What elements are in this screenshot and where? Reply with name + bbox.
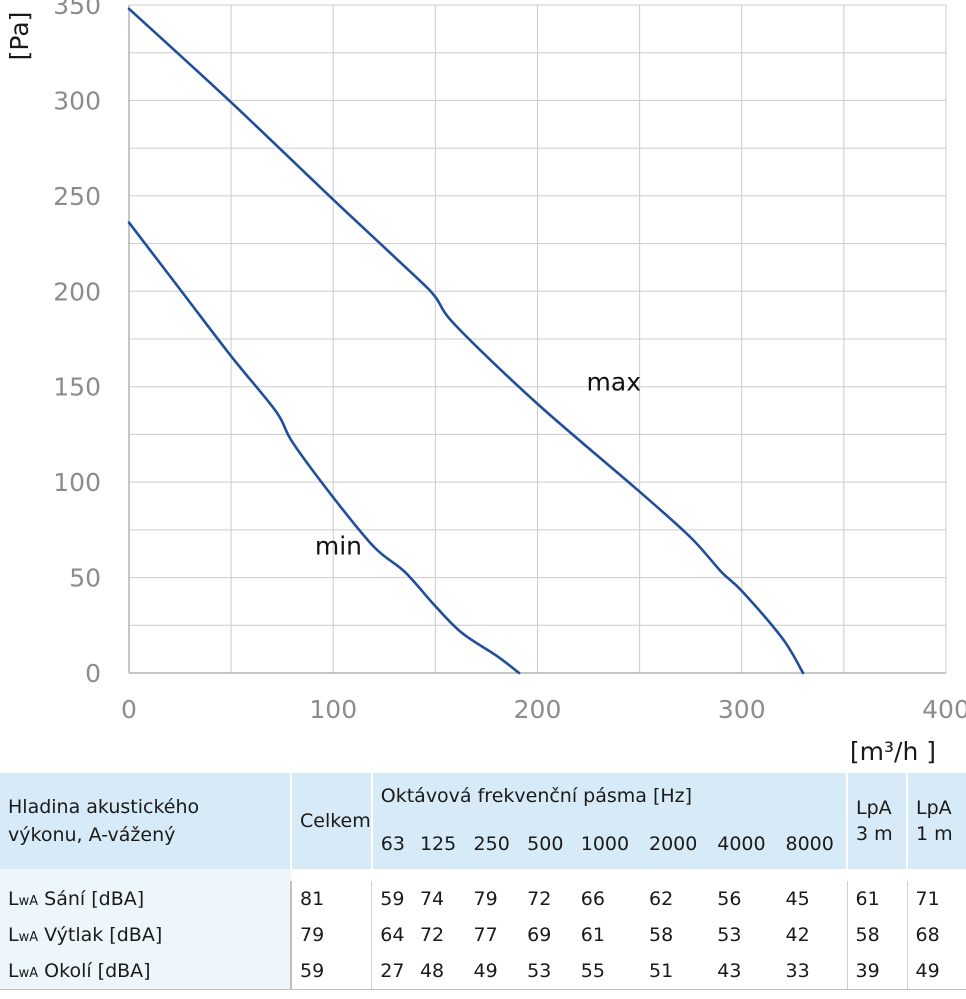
curve-label-max: max xyxy=(587,368,641,397)
row-label-subscript: wA xyxy=(18,930,39,945)
curve-min xyxy=(127,221,521,675)
x-tick-label: 100 xyxy=(309,695,357,724)
header-power-level-label: Hladina akustického výkonu, A-vážený xyxy=(0,773,291,869)
row-label: LwA Okolí [dBA] xyxy=(0,953,291,990)
cell-band-1000: 66 xyxy=(580,888,605,910)
table-header-row-2: 63 125 250 500 1000 2000 4000 8000 xyxy=(0,819,966,869)
row-label: LwA Sání [dBA] xyxy=(0,881,291,917)
table-gap xyxy=(0,869,966,881)
cell-band-1000: 55 xyxy=(572,953,641,990)
row-label-subscript: wA xyxy=(18,894,39,909)
band-header-125: 125 xyxy=(411,819,466,869)
band-header-1000: 1000 xyxy=(572,819,641,869)
cell-band-2000: 51 xyxy=(640,953,710,990)
lpa-1m-line-1: LpA xyxy=(916,797,952,819)
row-label-symbol: L xyxy=(8,888,19,910)
band-header-63: 63 xyxy=(370,819,412,869)
curve-max xyxy=(127,7,805,675)
header-lpa-3m: LpA 3 m xyxy=(846,773,907,869)
cell-band-1000: 61 xyxy=(580,924,605,946)
cell-band-2000: 58 xyxy=(648,924,674,946)
cell-total: 81 xyxy=(290,881,372,917)
table-body: LwA Sání [dBA] 81 59 74 79 72 66 62 56 45 61 71 LwA … xyxy=(0,881,966,990)
cell-lpa-3m: 58 xyxy=(846,917,907,953)
table-row: LwA Výtlak [dBA] 79 64 72 77 69 61 58 53 42 58 68 xyxy=(0,917,966,953)
cell-band-4000: 53 xyxy=(717,924,742,946)
band-header-250: 250 xyxy=(465,819,520,869)
cell-band-8000: 33 xyxy=(777,953,847,990)
cell-band-4000: 56 xyxy=(717,888,742,910)
fan-performance-chart: 0 100 200 300 400 0 50 100 150 200 250 300 350 max mi… xyxy=(5,0,966,766)
cell-band-500: 72 xyxy=(527,888,552,910)
y-tick-label: 150 xyxy=(53,373,101,402)
acoustic-table: Hladina akustického výkonu, A-vážený Cel… xyxy=(0,773,966,990)
y-tick-label: 200 xyxy=(53,277,101,306)
row-label-text: Výtlak [dBA] xyxy=(38,924,163,946)
cell-band-250: 49 xyxy=(465,953,520,990)
table-row: LwA Sání [dBA] 81 59 74 79 72 66 62 56 45 61 71 xyxy=(0,881,966,917)
table-header-row-1: Hladina akustického výkonu, A-vážený Cel… xyxy=(0,773,966,869)
band-header-8000: 8000 xyxy=(777,819,847,869)
row-label-subscript: wA xyxy=(18,966,39,981)
cell-band-250: 77 xyxy=(473,924,498,946)
row-label-text: Okolí [dBA] xyxy=(38,960,151,982)
chart-annotations: max min xyxy=(315,368,641,561)
cell-lpa-3m: 39 xyxy=(846,953,907,990)
cell-lpa-1m: 71 xyxy=(906,881,966,917)
lpa-1m-line-2: 1 m xyxy=(916,823,953,845)
y-axis-unit-label: [Pa] xyxy=(5,12,34,61)
cell-band-500: 53 xyxy=(519,953,573,990)
band-header-500: 500 xyxy=(519,819,573,869)
header-label-line-2: výkonu, A-vážený xyxy=(8,824,176,846)
band-header-4000: 4000 xyxy=(709,819,778,869)
chart-grid xyxy=(128,4,947,674)
x-axis-unit-label: [m³/h ] xyxy=(850,737,936,766)
table-row: LwA Okolí [dBA] 59 27 48 49 53 55 51 43 33 39 49 xyxy=(0,953,966,990)
header-label-line-1: Hladina akustického xyxy=(8,796,200,818)
y-tick-label: 100 xyxy=(53,468,101,497)
header-lpa-1m: LpA 1 m xyxy=(906,773,966,869)
band-header-2000: 2000 xyxy=(640,819,710,869)
cell-band-125: 74 xyxy=(419,888,445,910)
x-tick-label: 400 xyxy=(922,695,966,724)
row-label-symbol: L xyxy=(8,924,19,946)
x-tick-label: 0 xyxy=(121,695,137,724)
y-tick-label: 350 xyxy=(53,0,101,20)
cell-band-500: 69 xyxy=(527,924,552,946)
cell-band-4000: 43 xyxy=(709,953,778,990)
cell-band-63: 64 xyxy=(371,917,412,953)
row-label-text: Sání [dBA] xyxy=(38,888,145,910)
cell-band-63: 27 xyxy=(371,953,412,990)
cell-total: 59 xyxy=(290,953,372,990)
chart-tick-labels: 0 100 200 300 400 0 50 100 150 200 250 300 350 xyxy=(53,0,966,724)
cell-band-125: 72 xyxy=(419,924,445,946)
y-tick-label: 50 xyxy=(69,564,101,593)
cell-band-2000: 62 xyxy=(648,888,674,910)
cell-band-63: 59 xyxy=(371,881,412,917)
cell-lpa-1m: 49 xyxy=(906,953,966,990)
curve-label-min: min xyxy=(315,532,362,561)
header-band-group-label: Oktávová frekvenční pásma [Hz] xyxy=(370,773,847,820)
chart-curves xyxy=(127,7,805,675)
y-tick-label: 300 xyxy=(53,86,101,115)
header-total-label: Celkem xyxy=(290,773,372,869)
cell-lpa-1m: 68 xyxy=(906,917,966,953)
cell-band-250: 79 xyxy=(473,888,498,910)
row-label: LwA Výtlak [dBA] xyxy=(0,917,291,953)
x-tick-label: 200 xyxy=(514,695,562,724)
y-tick-label: 0 xyxy=(85,659,101,688)
cell-lpa-3m: 61 xyxy=(846,881,907,917)
y-tick-label: 250 xyxy=(53,182,101,211)
cell-band-8000: 45 xyxy=(785,888,810,910)
row-label-symbol: L xyxy=(8,960,19,982)
chart-axes xyxy=(128,5,946,674)
cell-band-8000: 42 xyxy=(785,924,810,946)
lpa-3m-line-1: LpA xyxy=(856,797,892,819)
lpa-3m-line-2: 3 m xyxy=(856,823,893,845)
x-tick-label: 300 xyxy=(718,695,766,724)
cell-total: 79 xyxy=(290,917,372,953)
cell-band-125: 48 xyxy=(411,953,466,990)
